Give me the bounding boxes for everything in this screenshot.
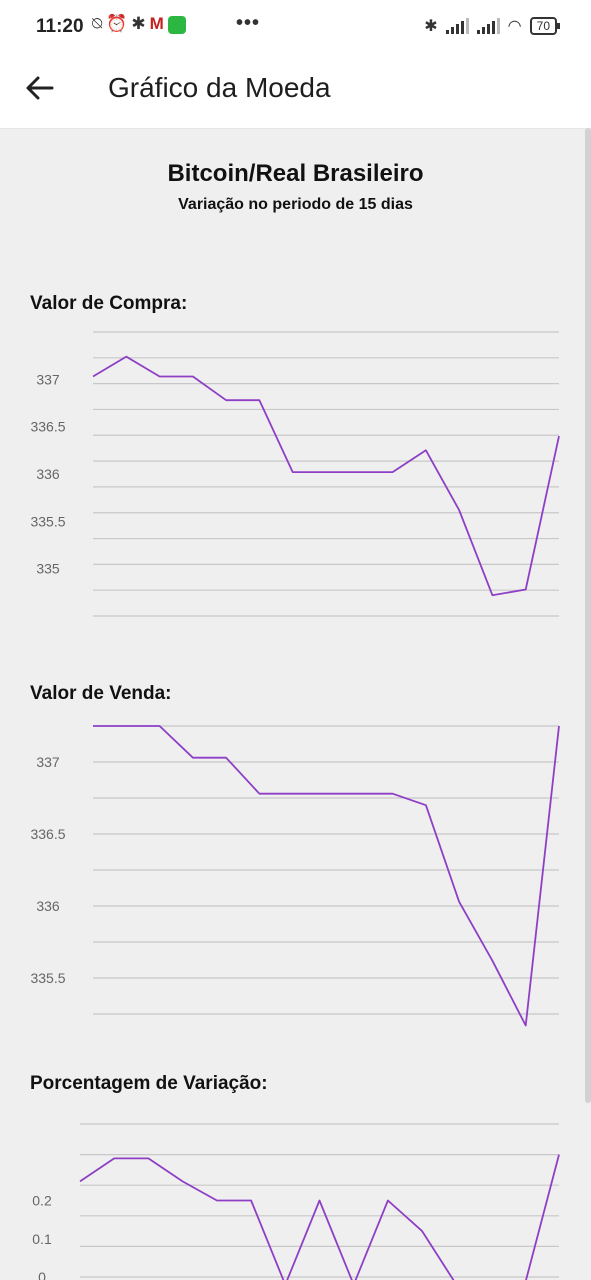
y-tick-label: 335.5 <box>30 513 65 529</box>
whatsapp-icon <box>167 15 186 34</box>
y-tick-label: 336 <box>36 466 60 482</box>
page-title: Gráfico da Moeda <box>108 72 331 103</box>
notification-icons: ⍉⏰✱M <box>92 14 186 34</box>
scrollbar[interactable] <box>585 128 591 1103</box>
more-notifications-icon: ••• <box>236 12 261 34</box>
series-line <box>93 725 560 1027</box>
chart-subtitle: Variação no periodo de 15 dias <box>178 196 413 213</box>
back-arrow-icon[interactable] <box>24 72 56 104</box>
compra-label: Valor de Compra: <box>30 293 188 314</box>
venda-chart: 337 336.5 336 335.5 <box>30 725 560 1027</box>
y-tick-label: 0 <box>38 1269 46 1280</box>
wifi-icon: ◠ <box>507 18 522 35</box>
y-tick-label: 337 <box>36 371 60 387</box>
bluetooth-icon: ✱ <box>424 18 438 35</box>
chart-title: Bitcoin/Real Brasileiro <box>167 160 424 187</box>
variacao-chart: 0.2 0.1 0 <box>32 1123 560 1280</box>
y-tick-label: 0.2 <box>32 1193 52 1209</box>
y-tick-label: 336.5 <box>30 419 65 435</box>
app-bar: Gráfico da Moeda <box>0 56 591 129</box>
venda-label: Valor de Venda: <box>30 683 172 704</box>
y-tick-label: 335.5 <box>30 970 65 986</box>
status-bar: 11:20 ⍉⏰✱M ••• ✱ ◠ 70 <box>0 0 591 56</box>
series-line <box>79 1154 560 1280</box>
alarm-icon: ⏰ <box>106 14 132 33</box>
y-tick-label: 336.5 <box>30 826 65 842</box>
alarm-off-icon: ⍉ <box>92 14 107 33</box>
variacao-label: Porcentagem de Variação: <box>30 1073 268 1094</box>
gmail-icon: M <box>149 14 168 33</box>
y-tick-label: 335 <box>36 561 60 577</box>
puzzle-icon: ✱ <box>131 14 150 33</box>
signal-icon-2 <box>476 18 500 34</box>
y-tick-label: 337 <box>36 754 60 770</box>
series-line <box>92 355 560 597</box>
compra-chart: 337 336.5 336 335.5 335 <box>30 331 560 617</box>
system-icons: ✱ ◠ 70 <box>424 16 561 36</box>
y-tick-label: 336 <box>36 898 60 914</box>
signal-icon <box>445 18 469 34</box>
status-time: 11:20 <box>36 16 84 37</box>
y-tick-label: 0.1 <box>32 1231 52 1247</box>
battery-icon: 70 <box>529 17 561 35</box>
